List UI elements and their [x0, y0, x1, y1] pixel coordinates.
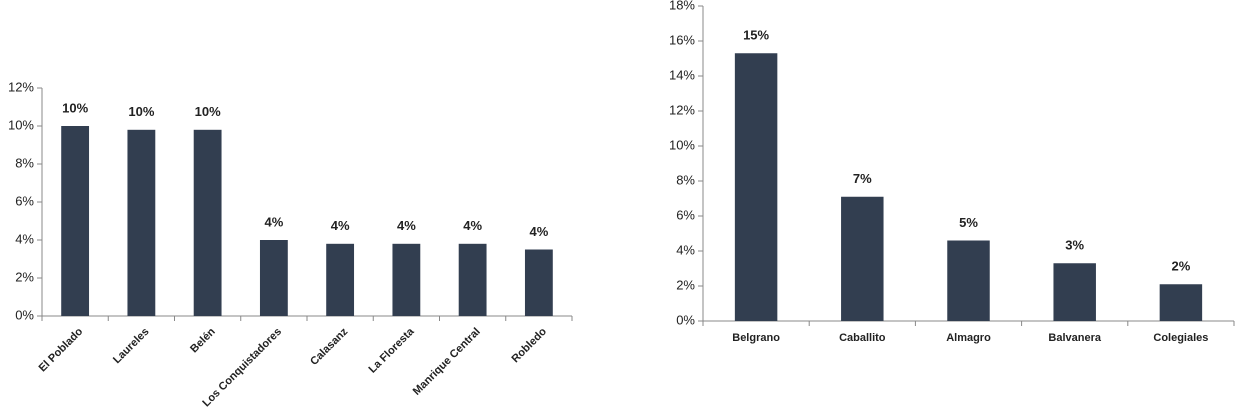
- bar: [1053, 263, 1096, 321]
- x-tick-label: Laureles: [111, 326, 151, 366]
- x-tick-label: El Poblado: [37, 325, 86, 374]
- bar: [392, 243, 421, 316]
- bar: [947, 240, 990, 321]
- y-tick-label: 8%: [676, 172, 695, 187]
- y-tick-label: 12%: [669, 102, 695, 117]
- y-tick-label: 8%: [15, 155, 34, 170]
- value-label: 3%: [1065, 238, 1084, 253]
- value-label: 4%: [397, 218, 416, 233]
- y-tick-label: 4%: [676, 242, 695, 257]
- value-label: 4%: [264, 214, 283, 229]
- value-label: 10%: [62, 100, 88, 115]
- value-label: 7%: [853, 171, 872, 186]
- y-tick-label: 16%: [669, 32, 695, 47]
- bar: [841, 196, 884, 321]
- y-tick-label: 0%: [15, 307, 34, 322]
- y-tick-label: 6%: [676, 207, 695, 222]
- bar: [458, 243, 487, 316]
- y-tick-label: 12%: [8, 79, 34, 94]
- y-tick-label: 2%: [15, 269, 34, 284]
- value-label: 5%: [959, 215, 978, 230]
- y-tick-label: 4%: [15, 231, 34, 246]
- value-label: 2%: [1172, 259, 1191, 274]
- value-label: 4%: [529, 224, 548, 239]
- y-tick-label: 6%: [15, 193, 34, 208]
- bar: [734, 53, 778, 321]
- bar: [1159, 284, 1203, 321]
- bar: [326, 243, 355, 316]
- y-tick-label: 10%: [669, 137, 695, 152]
- x-tick-label: Belgrano: [732, 332, 780, 344]
- value-label: 10%: [195, 104, 221, 119]
- x-tick-label: Robledo: [509, 325, 549, 365]
- x-tick-label: Almagro: [946, 332, 991, 344]
- value-label: 10%: [128, 104, 154, 119]
- bar: [524, 249, 553, 316]
- bar: [193, 129, 222, 316]
- x-tick-label: La Floresta: [367, 325, 418, 376]
- x-tick-label: Belén: [188, 326, 218, 356]
- y-tick-label: 14%: [669, 67, 695, 82]
- x-tick-label: Balvanera: [1048, 332, 1101, 344]
- y-tick-label: 18%: [669, 0, 695, 12]
- bar: [127, 129, 156, 316]
- bar: [259, 240, 288, 316]
- bar: [61, 126, 90, 316]
- y-tick-label: 10%: [8, 117, 34, 132]
- value-label: 4%: [331, 218, 350, 233]
- y-tick-label: 0%: [676, 312, 695, 327]
- x-tick-label: Manrique Central: [411, 326, 483, 398]
- x-tick-label: Caballito: [839, 332, 886, 344]
- value-label: 4%: [463, 218, 482, 233]
- x-tick-label: Colegiales: [1153, 332, 1208, 344]
- y-tick-label: 2%: [676, 277, 695, 292]
- x-tick-label: Calasanz: [308, 325, 351, 368]
- value-label: 15%: [743, 28, 769, 43]
